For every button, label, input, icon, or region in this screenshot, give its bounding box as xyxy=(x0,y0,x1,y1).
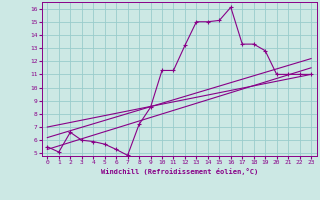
X-axis label: Windchill (Refroidissement éolien,°C): Windchill (Refroidissement éolien,°C) xyxy=(100,168,258,175)
